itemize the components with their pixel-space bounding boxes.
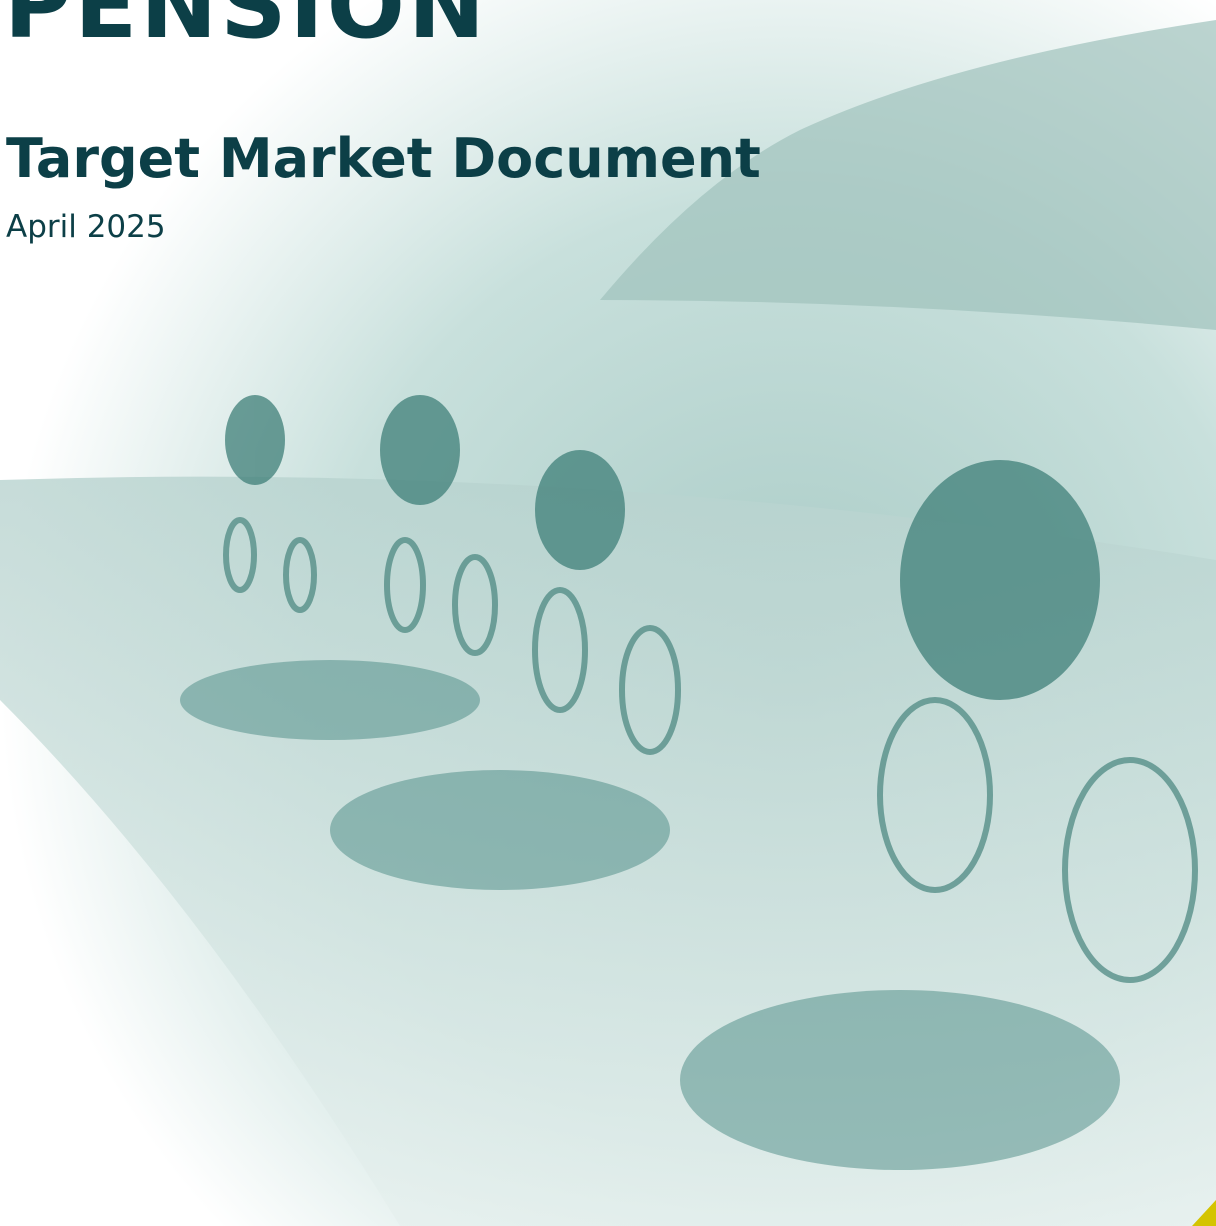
corner-accent xyxy=(1192,1200,1216,1226)
riders xyxy=(225,395,1100,700)
subtitle: Target Market Document xyxy=(6,127,761,190)
cyclists xyxy=(223,517,1198,983)
date: April 2025 xyxy=(6,209,166,245)
title: PENSION xyxy=(4,0,488,59)
shadows xyxy=(180,660,1120,1170)
hill xyxy=(600,20,1216,330)
